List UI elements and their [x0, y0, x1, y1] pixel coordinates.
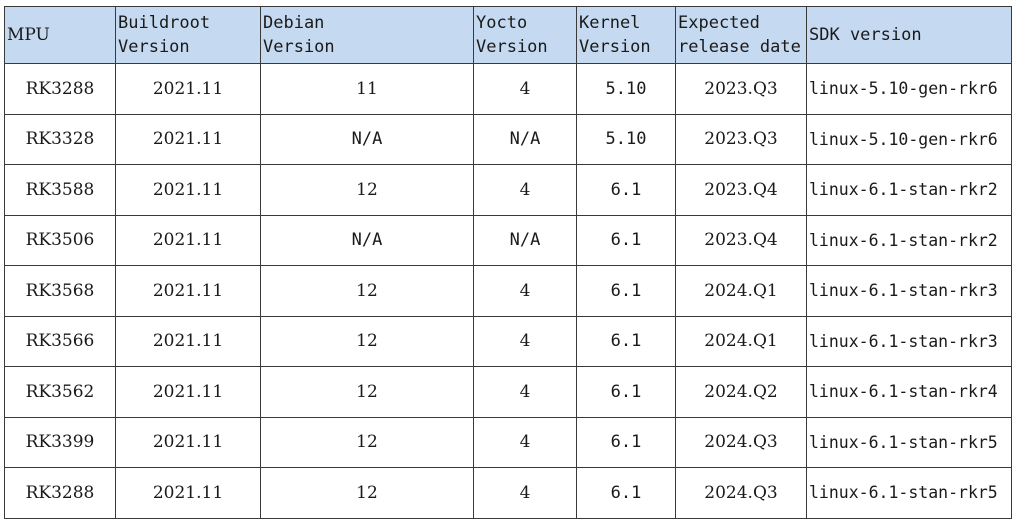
cell-buildroot: 2021.11 [115, 366, 261, 418]
cell-debian: 12 [260, 467, 474, 519]
table-row: RK3328 2021.11 N/A N/A 5.10 2023.Q3 linu… [4, 113, 1012, 165]
cell-mpu: RK3588 [4, 164, 116, 216]
table-row: RK3566 2021.11 12 4 6.1 2024.Q1 linux-6.… [4, 315, 1012, 367]
cell-buildroot: 2021.11 [115, 164, 261, 216]
cell-sdk: linux-6.1-stan-rkr5 [806, 416, 1012, 468]
cell-kernel: 5.10 [576, 113, 676, 165]
cell-release-date: 2024.Q3 [675, 416, 807, 468]
table-row: RK3588 2021.11 12 4 6.1 2023.Q4 linux-6.… [4, 164, 1012, 216]
cell-mpu: RK3328 [4, 113, 116, 165]
cell-debian: 12 [260, 315, 474, 367]
cell-yocto: 4 [473, 265, 577, 317]
cell-buildroot: 2021.11 [115, 214, 261, 266]
cell-kernel: 6.1 [576, 315, 676, 367]
cell-release-date: 2024.Q1 [675, 265, 807, 317]
cell-yocto: N/A [473, 113, 577, 165]
cell-kernel: 6.1 [576, 416, 676, 468]
cell-kernel: 6.1 [576, 467, 676, 519]
cell-kernel: 6.1 [576, 265, 676, 317]
cell-yocto: 4 [473, 164, 577, 216]
cell-yocto: 4 [473, 315, 577, 367]
cell-kernel: 5.10 [576, 63, 676, 115]
cell-mpu: RK3506 [4, 214, 116, 266]
cell-sdk: linux-6.1-stan-rkr4 [806, 366, 1012, 418]
table-row: RK3288 2021.11 12 4 6.1 2024.Q3 linux-6.… [4, 467, 1012, 519]
header-buildroot-version: Buildroot Version [115, 6, 261, 64]
sdk-version-table: MPU Buildroot Version Debian Version Yoc… [4, 6, 1012, 519]
cell-debian: 12 [260, 164, 474, 216]
cell-mpu: RK3562 [4, 366, 116, 418]
cell-debian: 12 [260, 416, 474, 468]
cell-buildroot: 2021.11 [115, 265, 261, 317]
cell-sdk: linux-5.10-gen-rkr6 [806, 113, 1012, 165]
cell-mpu: RK3568 [4, 265, 116, 317]
cell-yocto: 4 [473, 467, 577, 519]
cell-yocto: 4 [473, 416, 577, 468]
cell-yocto: 4 [473, 63, 577, 115]
cell-buildroot: 2021.11 [115, 315, 261, 367]
header-expected-release-date: Expected release date [675, 6, 807, 64]
table-row: RK3562 2021.11 12 4 6.1 2024.Q2 linux-6.… [4, 366, 1012, 418]
cell-mpu: RK3399 [4, 416, 116, 468]
cell-kernel: 6.1 [576, 164, 676, 216]
cell-sdk: linux-6.1-stan-rkr2 [806, 164, 1012, 216]
cell-sdk: linux-6.1-stan-rkr3 [806, 265, 1012, 317]
cell-sdk: linux-6.1-stan-rkr5 [806, 467, 1012, 519]
table-row: RK3506 2021.11 N/A N/A 6.1 2023.Q4 linux… [4, 214, 1012, 266]
header-kernel-version: Kernel Version [576, 6, 676, 64]
cell-sdk: linux-6.1-stan-rkr2 [806, 214, 1012, 266]
cell-release-date: 2023.Q4 [675, 164, 807, 216]
cell-buildroot: 2021.11 [115, 416, 261, 468]
cell-mpu: RK3288 [4, 467, 116, 519]
cell-sdk: linux-6.1-stan-rkr3 [806, 315, 1012, 367]
cell-debian: 12 [260, 265, 474, 317]
cell-release-date: 2023.Q4 [675, 214, 807, 266]
header-yocto-version: Yocto Version [473, 6, 577, 64]
cell-release-date: 2024.Q2 [675, 366, 807, 418]
cell-kernel: 6.1 [576, 366, 676, 418]
cell-release-date: 2024.Q3 [675, 467, 807, 519]
cell-mpu: RK3288 [4, 63, 116, 115]
cell-yocto: 4 [473, 366, 577, 418]
cell-debian: 11 [260, 63, 474, 115]
cell-mpu: RK3566 [4, 315, 116, 367]
cell-kernel: 6.1 [576, 214, 676, 266]
header-sdk-version: SDK version [806, 6, 1012, 64]
header-row: MPU Buildroot Version Debian Version Yoc… [4, 6, 1012, 64]
cell-release-date: 2023.Q3 [675, 63, 807, 115]
cell-sdk: linux-5.10-gen-rkr6 [806, 63, 1012, 115]
cell-buildroot: 2021.11 [115, 113, 261, 165]
cell-buildroot: 2021.11 [115, 467, 261, 519]
cell-yocto: N/A [473, 214, 577, 266]
cell-release-date: 2023.Q3 [675, 113, 807, 165]
header-mpu: MPU [4, 6, 116, 64]
cell-release-date: 2024.Q1 [675, 315, 807, 367]
cell-debian: N/A [260, 214, 474, 266]
cell-buildroot: 2021.11 [115, 63, 261, 115]
header-debian-version: Debian Version [260, 6, 474, 64]
table-row: RK3568 2021.11 12 4 6.1 2024.Q1 linux-6.… [4, 265, 1012, 317]
cell-debian: 12 [260, 366, 474, 418]
cell-debian: N/A [260, 113, 474, 165]
table-row: RK3399 2021.11 12 4 6.1 2024.Q3 linux-6.… [4, 416, 1012, 468]
table-row: RK3288 2021.11 11 4 5.10 2023.Q3 linux-5… [4, 63, 1012, 115]
